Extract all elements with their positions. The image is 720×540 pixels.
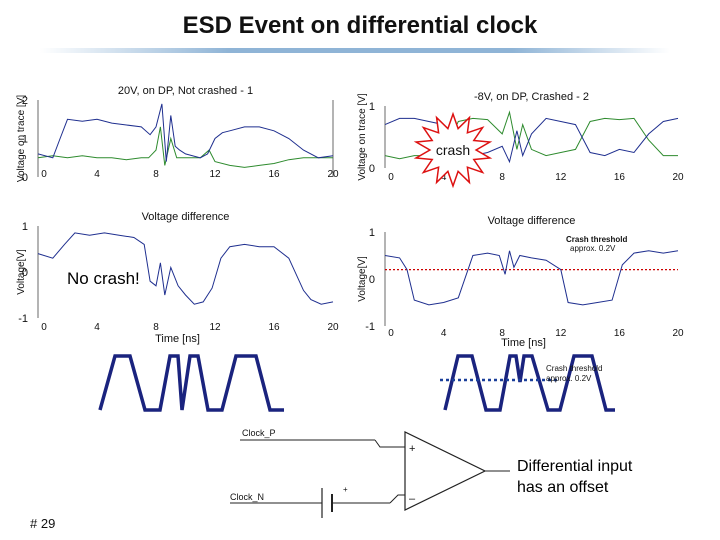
- y-tick-label: 1: [22, 134, 28, 146]
- x-tick-label: 0: [41, 169, 47, 180]
- x-tick-label: 12: [209, 169, 221, 180]
- x-tick-label: 0: [41, 322, 47, 333]
- x-tick-label: 8: [499, 328, 505, 339]
- y-tick-label: -1: [365, 321, 375, 333]
- y-tick-label: 0: [369, 274, 375, 286]
- op-amp-plus-label: +: [409, 443, 415, 455]
- sketch-threshold-value: approx. 0.2V: [546, 374, 592, 383]
- series-line-blue: [37, 103, 334, 162]
- sketch-waveform-left: [98, 354, 284, 412]
- sketch-waveform-right: [443, 354, 615, 412]
- y-axis-label: Voltage on trace [V]: [16, 95, 27, 183]
- y-tick-label: 0: [22, 172, 28, 184]
- y-tick-label: -1: [18, 313, 28, 325]
- threshold-value: approx. 0.2V: [570, 244, 616, 253]
- x-axis-label: Time [ns]: [501, 337, 546, 349]
- x-tick-label: 16: [614, 328, 626, 339]
- clock-p-wire-bend: [374, 439, 405, 448]
- x-tick-label: 4: [441, 328, 447, 339]
- y-axis-label: Voltage[V]: [357, 256, 368, 302]
- chart-title: -8V, on DP, Crashed - 2: [474, 91, 589, 103]
- threshold-label: Crash threshold: [566, 235, 627, 244]
- title-underline: [40, 48, 670, 53]
- y-tick-label: 1: [369, 227, 375, 239]
- no-crash-label: No crash!: [67, 269, 140, 288]
- y-axis-label: Voltage on trace [V]: [357, 93, 368, 181]
- op-amp-minus-label: –: [409, 493, 416, 505]
- x-tick-label: 16: [268, 169, 280, 180]
- offset-note-line-2: has an offset: [517, 479, 609, 496]
- x-tick-label: 16: [268, 322, 280, 333]
- x-axis-label: Time [ns]: [155, 333, 200, 345]
- y-tick-label: 2: [22, 95, 28, 107]
- x-tick-label: 8: [153, 322, 159, 333]
- x-tick-label: 4: [441, 172, 447, 183]
- x-tick-label: 4: [94, 169, 100, 180]
- op-amp-symbol: [404, 431, 487, 511]
- clock-n-label: Clock_N: [230, 492, 264, 502]
- x-tick-label: 20: [672, 172, 684, 183]
- y-axis-label: Voltage[V]: [16, 249, 27, 295]
- chart-top-right: 0 1 0 4 8 12 16 20 -8V, on DP, Crashed - 2 Voltag…: [357, 91, 684, 227]
- slide-number: # 29: [30, 516, 56, 531]
- x-tick-label: 20: [672, 328, 684, 339]
- x-tick-label: 16: [614, 172, 626, 183]
- crash-burst-icon: [413, 111, 493, 189]
- battery-plus-label: +: [343, 485, 348, 494]
- y-tick-label: 0: [22, 267, 28, 279]
- y-tick-label: 1: [22, 221, 28, 233]
- clock-p-label: Clock_P: [242, 428, 276, 438]
- schematic: Crash threshold approx. 0.2V + – Clock_P…: [98, 354, 633, 518]
- clock-n-wire-bend: [389, 494, 405, 504]
- x-tick-label: 12: [209, 322, 221, 333]
- chart-title: 20V, on DP, Not crashed - 1: [118, 85, 253, 97]
- x-tick-label: 20: [327, 169, 339, 180]
- y-tick-label: 0: [369, 163, 375, 175]
- y-tick-label: 1: [369, 101, 375, 113]
- x-tick-label: 0: [388, 172, 394, 183]
- x-tick-label: 0: [388, 328, 394, 339]
- x-tick-label: 12: [555, 172, 567, 183]
- offset-note-line-1: Differential input: [517, 458, 633, 475]
- series-line-green: [37, 126, 333, 168]
- x-tick-label: 8: [499, 172, 505, 183]
- page-title: ESD Event on differential clock: [182, 12, 538, 39]
- sketch-threshold-label: Crash threshold: [546, 364, 602, 373]
- x-axis-label: Voltage difference: [488, 215, 576, 227]
- x-axis-label: Voltage difference: [142, 211, 230, 223]
- x-tick-label: 20: [327, 322, 339, 333]
- crash-label: crash: [436, 142, 470, 158]
- series-line-blue: [384, 250, 679, 306]
- x-tick-label: 12: [555, 328, 567, 339]
- x-tick-label: 8: [153, 169, 159, 180]
- chart-bottom-left: -1 0 1 0 4 8 12 16 20 Time [ns] Voltage[V] No crash…: [16, 221, 339, 345]
- x-tick-label: 4: [94, 322, 100, 333]
- series-line-blue: [37, 232, 334, 305]
